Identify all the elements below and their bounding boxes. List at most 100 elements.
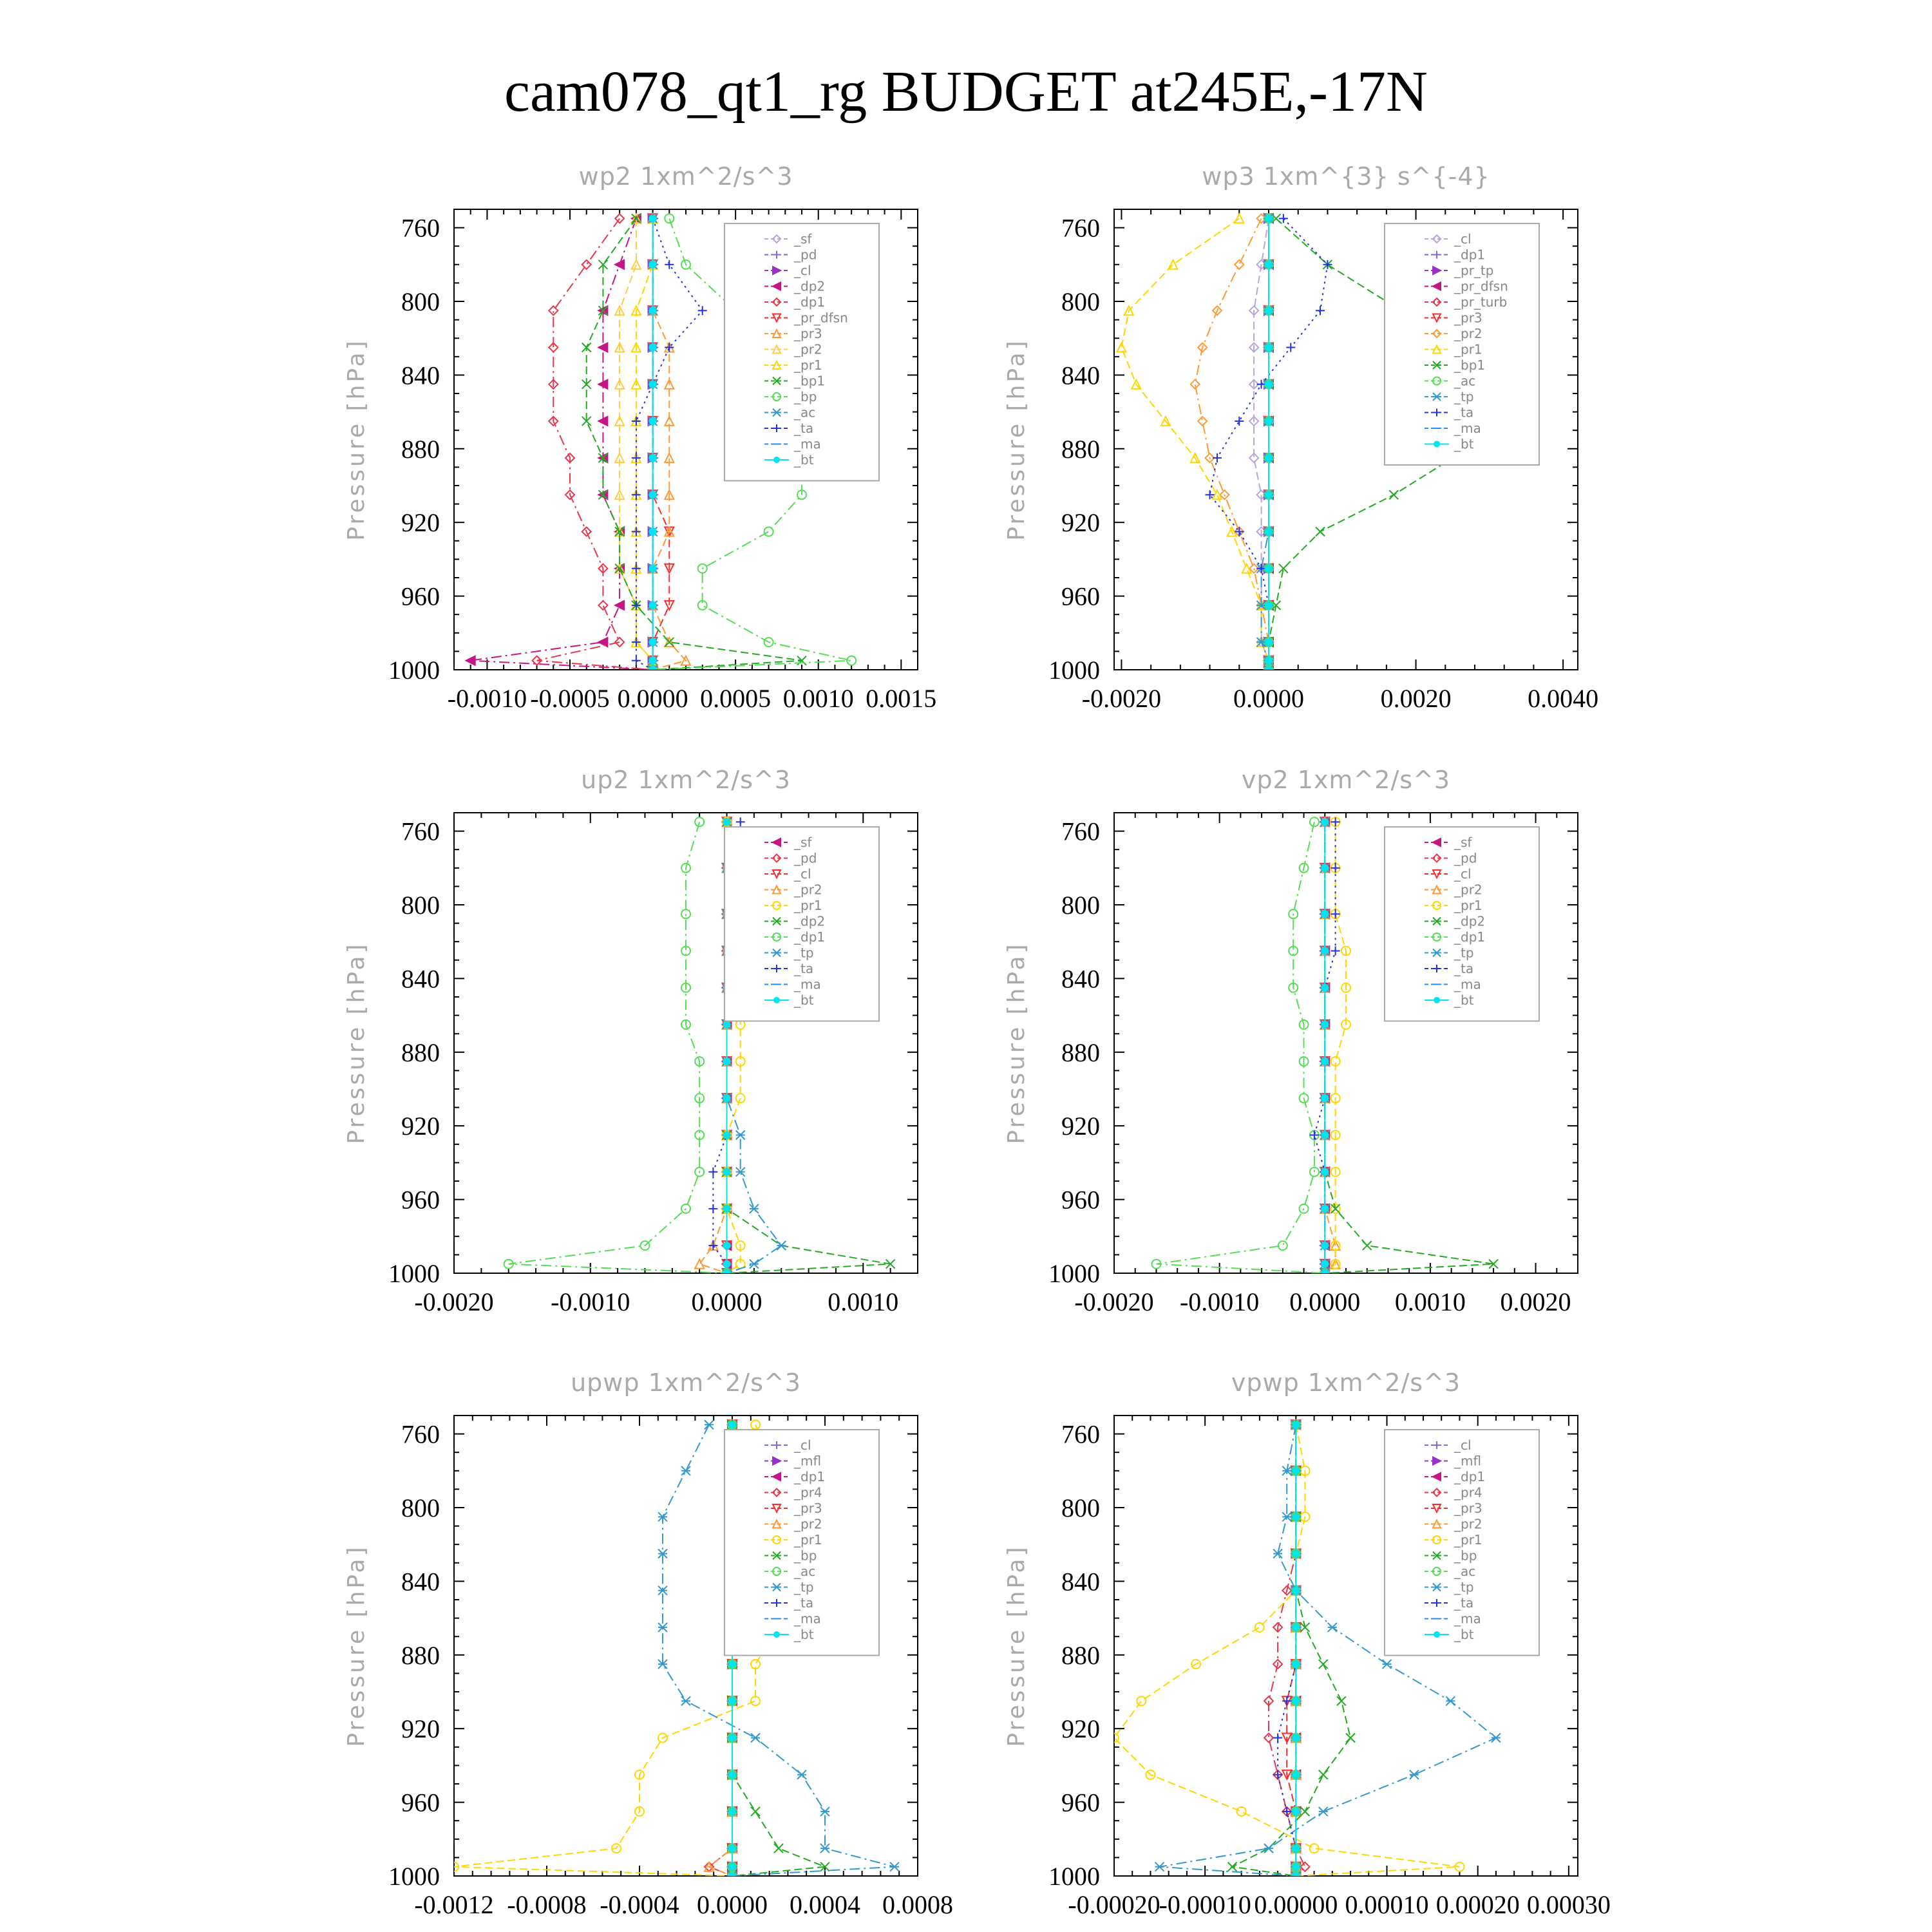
legend: _sf_pd_cl_pr2_pr1_dp2_dp1_tp_ta_ma_bt <box>1384 826 1540 1022</box>
data-point <box>1265 638 1273 647</box>
data-point <box>658 1622 668 1633</box>
data-point <box>1254 1622 1265 1633</box>
legend-label: _pr_tp <box>1454 263 1493 278</box>
data-point <box>1236 1806 1247 1817</box>
data-point <box>1321 1020 1329 1028</box>
data-point <box>664 637 674 647</box>
x-tick-label: -0.0008 <box>507 1890 586 1919</box>
data-point <box>723 1242 731 1250</box>
series-line-bp1 <box>585 218 802 670</box>
data-point <box>1321 983 1329 992</box>
data-point <box>597 379 609 390</box>
data-point <box>1205 490 1215 500</box>
data-point <box>735 1093 746 1104</box>
data-point <box>464 655 476 667</box>
legend-box <box>724 826 880 1022</box>
data-point <box>1331 863 1340 873</box>
data-point <box>728 1844 736 1853</box>
data-point <box>649 638 657 647</box>
legend-label: _dp1 <box>1454 247 1485 263</box>
legend-label: _bt <box>1454 437 1474 452</box>
series-line-ta <box>635 218 703 670</box>
legend-label: _pr1 <box>1454 1532 1482 1548</box>
legend-label: _pr1 <box>1454 342 1482 357</box>
series-line-dp1 <box>1156 822 1325 1273</box>
data-point <box>598 453 609 463</box>
data-point <box>1320 1268 1330 1273</box>
data-point <box>634 1806 645 1817</box>
x-tick-label: -0.0005 <box>530 684 609 713</box>
legend-label: _ma <box>1454 977 1481 992</box>
data-point <box>704 1419 714 1430</box>
data-point <box>708 1241 718 1251</box>
data-point <box>1136 1696 1147 1707</box>
legend-label: _cl <box>1454 1437 1472 1453</box>
data-point <box>1300 1861 1311 1873</box>
legend-label: _ac <box>1454 374 1475 389</box>
data-point <box>1309 1130 1319 1140</box>
y-tick-label: 800 <box>1061 1493 1100 1522</box>
data-point <box>1321 910 1329 918</box>
y-tick-label: 760 <box>401 214 440 243</box>
data-point <box>547 305 559 316</box>
legend-label: _pr3 <box>1454 1501 1482 1516</box>
data-point <box>564 452 576 464</box>
legend-label: _cl <box>793 1437 811 1453</box>
data-point <box>631 600 641 610</box>
data-point <box>749 1204 759 1214</box>
y-tick-label: 840 <box>1061 964 1100 993</box>
legend-label: _sf <box>1454 835 1472 850</box>
data-point <box>658 1732 668 1743</box>
data-point <box>1454 1861 1465 1872</box>
data-point <box>773 1843 784 1853</box>
data-point <box>598 260 609 270</box>
data-point <box>1336 1696 1347 1707</box>
y-tick-label: 840 <box>401 964 440 993</box>
data-point <box>631 527 641 536</box>
data-point <box>1330 1204 1341 1214</box>
x-tick-label: 0.0000 <box>618 684 688 713</box>
data-point <box>1282 1466 1292 1476</box>
data-point <box>1298 1093 1309 1104</box>
data-point <box>1341 982 1351 993</box>
legend-entry: _sf <box>764 231 812 247</box>
y-tick-label: 880 <box>1061 1641 1100 1670</box>
data-point <box>547 415 559 427</box>
data-point <box>597 415 609 427</box>
legend-entry: _dp2 <box>764 914 825 929</box>
legend-entry: _bt <box>764 452 814 468</box>
legend-label: _ma <box>793 437 821 452</box>
data-point <box>663 415 675 426</box>
data-point <box>647 665 658 670</box>
data-point <box>658 1585 668 1596</box>
data-point <box>1114 1732 1119 1743</box>
legend-box <box>1384 223 1540 466</box>
data-point <box>1292 1513 1300 1521</box>
data-point <box>723 1204 731 1213</box>
data-point <box>1167 258 1179 270</box>
data-point <box>1321 1094 1329 1103</box>
legend-label: _ac <box>1454 1564 1475 1579</box>
data-point <box>750 1659 761 1670</box>
data-point <box>1263 1695 1274 1707</box>
data-point <box>614 526 625 537</box>
data-point <box>728 1872 736 1876</box>
legend-entry: _tp <box>1425 945 1474 961</box>
legend-label: _ma <box>1454 1611 1481 1627</box>
legend-box <box>1384 1429 1540 1656</box>
data-point <box>797 489 807 500</box>
x-tick-label: 0.0000 <box>1289 1287 1360 1316</box>
data-point <box>631 453 641 463</box>
data-point <box>681 982 691 993</box>
y-tick-label: 1000 <box>1048 1862 1100 1891</box>
panel-title: wp3 1xm^{3} s^{-4} <box>1202 162 1490 191</box>
legend-entry: _bp <box>764 1548 817 1564</box>
legend-label: _ac <box>793 1564 815 1579</box>
panel-title: up2 1xm^2/s^3 <box>581 766 791 794</box>
data-point <box>708 1167 718 1177</box>
data-point <box>728 1807 736 1815</box>
data-point <box>598 305 609 316</box>
legend-label: _pr3 <box>793 1501 822 1516</box>
data-point <box>1160 415 1171 426</box>
x-tick-label: -0.0004 <box>600 1890 679 1919</box>
